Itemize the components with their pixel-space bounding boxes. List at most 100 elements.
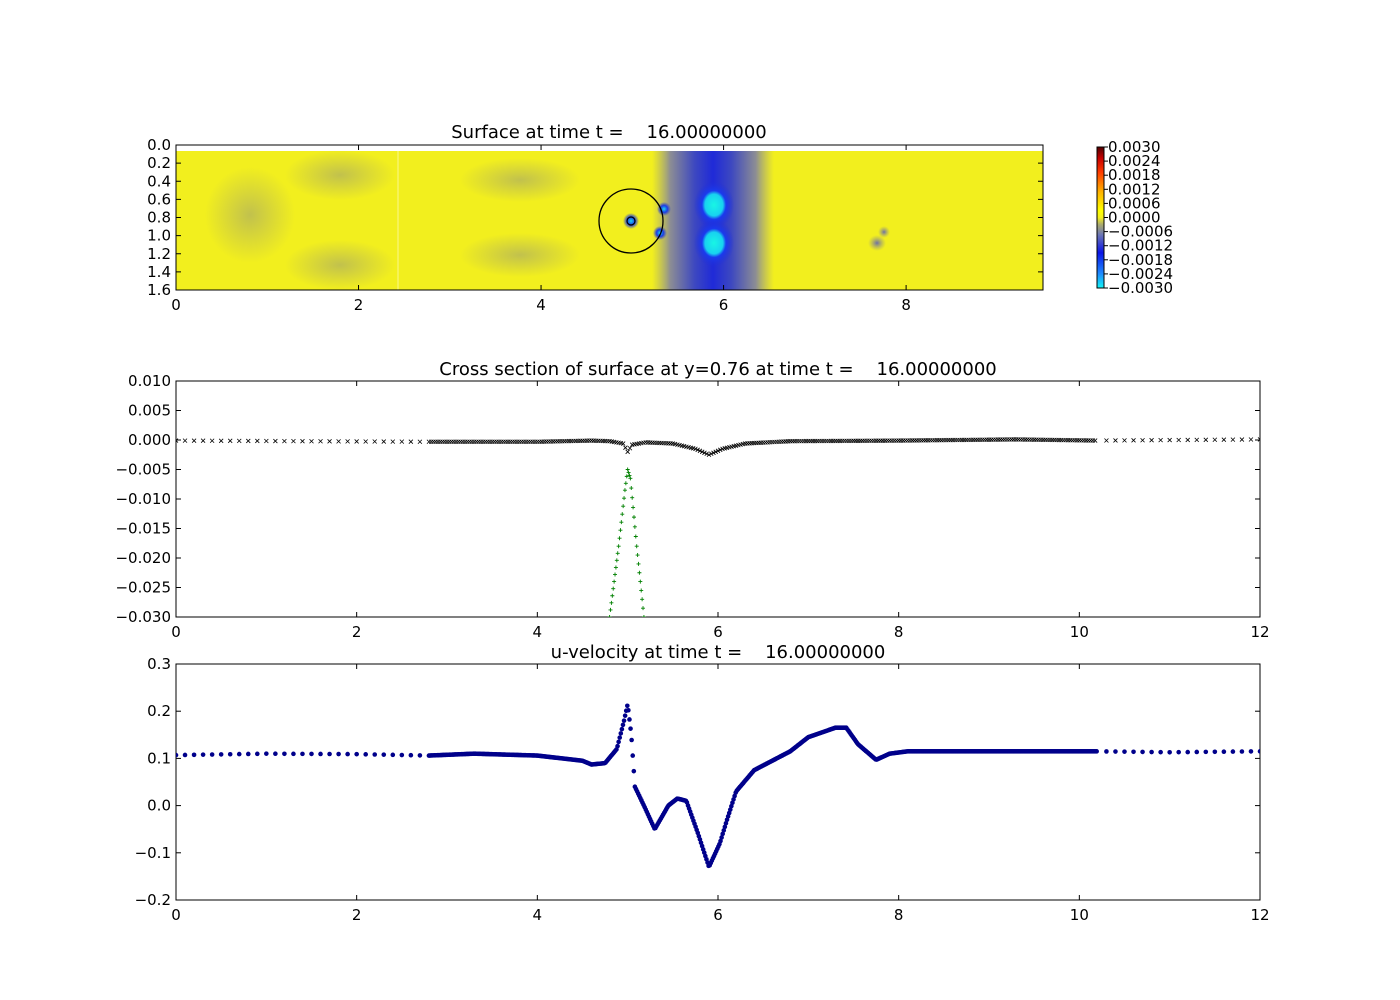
cross-section-x-marker: [708, 451, 714, 457]
cross-section-plus-marker: [637, 570, 642, 575]
x-tick-label: 0: [171, 296, 181, 314]
cross-section-x-marker: [282, 438, 287, 444]
cross-section-panel: Cross section of surface at y=0.76 at ti…: [115, 359, 1269, 641]
x-tick-label: 8: [894, 623, 904, 641]
u-velocity-point: [720, 831, 725, 837]
u-velocity-point: [621, 718, 627, 723]
y-tick-label: −0.025: [115, 579, 171, 597]
u-velocity-point: [629, 737, 634, 743]
depression-faint: [878, 226, 890, 238]
u-velocity-point: [615, 743, 620, 749]
u-velocity-axes-frame: [175, 663, 1261, 901]
colorbar-tick-label: 0.0018: [1108, 166, 1161, 184]
y-tick-label: 0.6: [147, 190, 171, 208]
cross-section-plus-marker: [617, 536, 622, 541]
cross-section-plus-marker: [616, 544, 621, 549]
cross-section-plus-marker: [620, 512, 625, 517]
cross-section-axes-frame: [175, 380, 1261, 618]
x-tick-label: 4: [533, 623, 543, 641]
cross-section-x-marker: [191, 438, 197, 443]
cross-section-plus-marker: [633, 534, 638, 539]
cross-section-x-marker: [1212, 437, 1218, 443]
cross-section-plus-marker: [610, 593, 615, 598]
u-velocity-point: [1212, 749, 1218, 755]
u-velocity-point: [721, 828, 727, 833]
surface-y-ticks: 0.00.20.40.60.81.01.21.41.6: [147, 136, 1043, 299]
u-velocity-point: [254, 751, 260, 757]
cross-section-plus-marker: [626, 470, 631, 475]
u-velocity-marks: [176, 703, 1260, 869]
cross-section-plus-marker: [607, 615, 612, 617]
cross-section-x-marker: [1248, 437, 1254, 442]
surface-heatmap-panel: Surface at time t = 16.00000000 0 2 4 6 8 0.…: [147, 122, 1173, 314]
cross-section-x-marker: [1149, 437, 1154, 443]
y-tick-label: 1.0: [147, 227, 171, 245]
u-velocity-point: [630, 753, 636, 758]
cross-section-x-marker: [1203, 437, 1209, 443]
cross-section-plus-marker: [639, 588, 644, 593]
u-velocity-point: [1149, 749, 1154, 755]
surface-x-ticks: 0 2 4 6 8: [171, 145, 911, 314]
cross-section-x-marker: [1239, 437, 1245, 442]
surface-heatmap-field: [176, 145, 1043, 290]
colorbar-tick-label: 0.0024: [1108, 152, 1161, 170]
u-velocity-point: [291, 751, 296, 757]
colorbar-tick-label: −0.0024: [1108, 265, 1173, 283]
u-velocity-point: [1094, 749, 1099, 754]
y-tick-label: 0.1: [147, 749, 171, 767]
colorbar-tick-label: 0.0000: [1108, 209, 1161, 227]
u-velocity-point: [622, 713, 628, 718]
cross-section-x-marker: [390, 439, 396, 444]
u-velocity-point: [336, 751, 341, 757]
x-tick-label: 4: [536, 296, 546, 314]
cross-section-x-marker: [245, 438, 251, 444]
u-velocity-point: [390, 752, 396, 758]
u-velocity-point: [719, 835, 724, 840]
y-tick-label: 0.010: [128, 372, 171, 390]
u-velocity-point: [227, 751, 233, 757]
cross-section-x-ticks: 0 2 4 6 8 10 12: [171, 381, 1270, 641]
u-velocity-point: [300, 751, 305, 757]
x-tick-label: 6: [719, 296, 729, 314]
y-tick-label: 0.2: [147, 702, 171, 720]
cross-section-x-marker: [345, 439, 350, 444]
u-velocity-point: [1113, 749, 1118, 754]
x-tick-label: 2: [352, 623, 362, 641]
u-velocity-point: [1176, 749, 1181, 755]
cross-section-marks: [176, 437, 1260, 617]
cross-section-x-marker: [309, 438, 314, 444]
colorbar-tick-label: −0.0006: [1108, 223, 1173, 241]
u-velocity-panel: u-velocity at time t = 16.00000000 0 2 4 6 8…: [135, 642, 1270, 924]
cross-section-plus-marker: [622, 496, 627, 501]
cross-section-x-marker: [1167, 437, 1172, 443]
cross-section-x-marker: [209, 438, 215, 444]
cross-section-x-marker: [717, 447, 723, 453]
y-tick-label: 0.005: [128, 402, 171, 420]
cross-section-plus-marker: [618, 528, 623, 533]
cross-section-x-marker: [1122, 438, 1127, 443]
cross-section-plus-marker: [636, 561, 641, 566]
colorbar: 0.00300.00240.00180.00120.00060.0000−0.0…: [1096, 138, 1173, 297]
cross-section-x-marker: [273, 438, 278, 444]
cross-section-x-marker: [713, 449, 719, 455]
cross-section-x-marker: [620, 441, 626, 446]
colorbar-gradient: [1096, 146, 1105, 289]
colorbar-tick-label: −0.0012: [1108, 237, 1173, 255]
cross-section-plus-marker: [622, 488, 627, 493]
u-velocity-point: [718, 838, 723, 844]
cross-section-plus-marker: [631, 505, 636, 510]
x-tick-label: 12: [1250, 906, 1269, 924]
cross-section-x-marker: [182, 438, 188, 443]
u-velocity-point: [1239, 749, 1245, 754]
y-tick-label: −0.1: [135, 844, 171, 862]
colorbar-tick-label: 0.0012: [1108, 180, 1161, 198]
u-velocity-point: [1248, 749, 1254, 754]
u-velocity-point: [176, 752, 179, 758]
cross-section-x-marker: [381, 439, 387, 444]
cross-section-x-marker: [1158, 437, 1163, 443]
u-velocity-x-ticks: 0 2 4 6 8 10 12: [171, 664, 1270, 924]
u-velocity-point: [1158, 749, 1163, 755]
cross-section-x-marker: [715, 448, 721, 454]
cross-section-plus-marker: [627, 473, 632, 478]
